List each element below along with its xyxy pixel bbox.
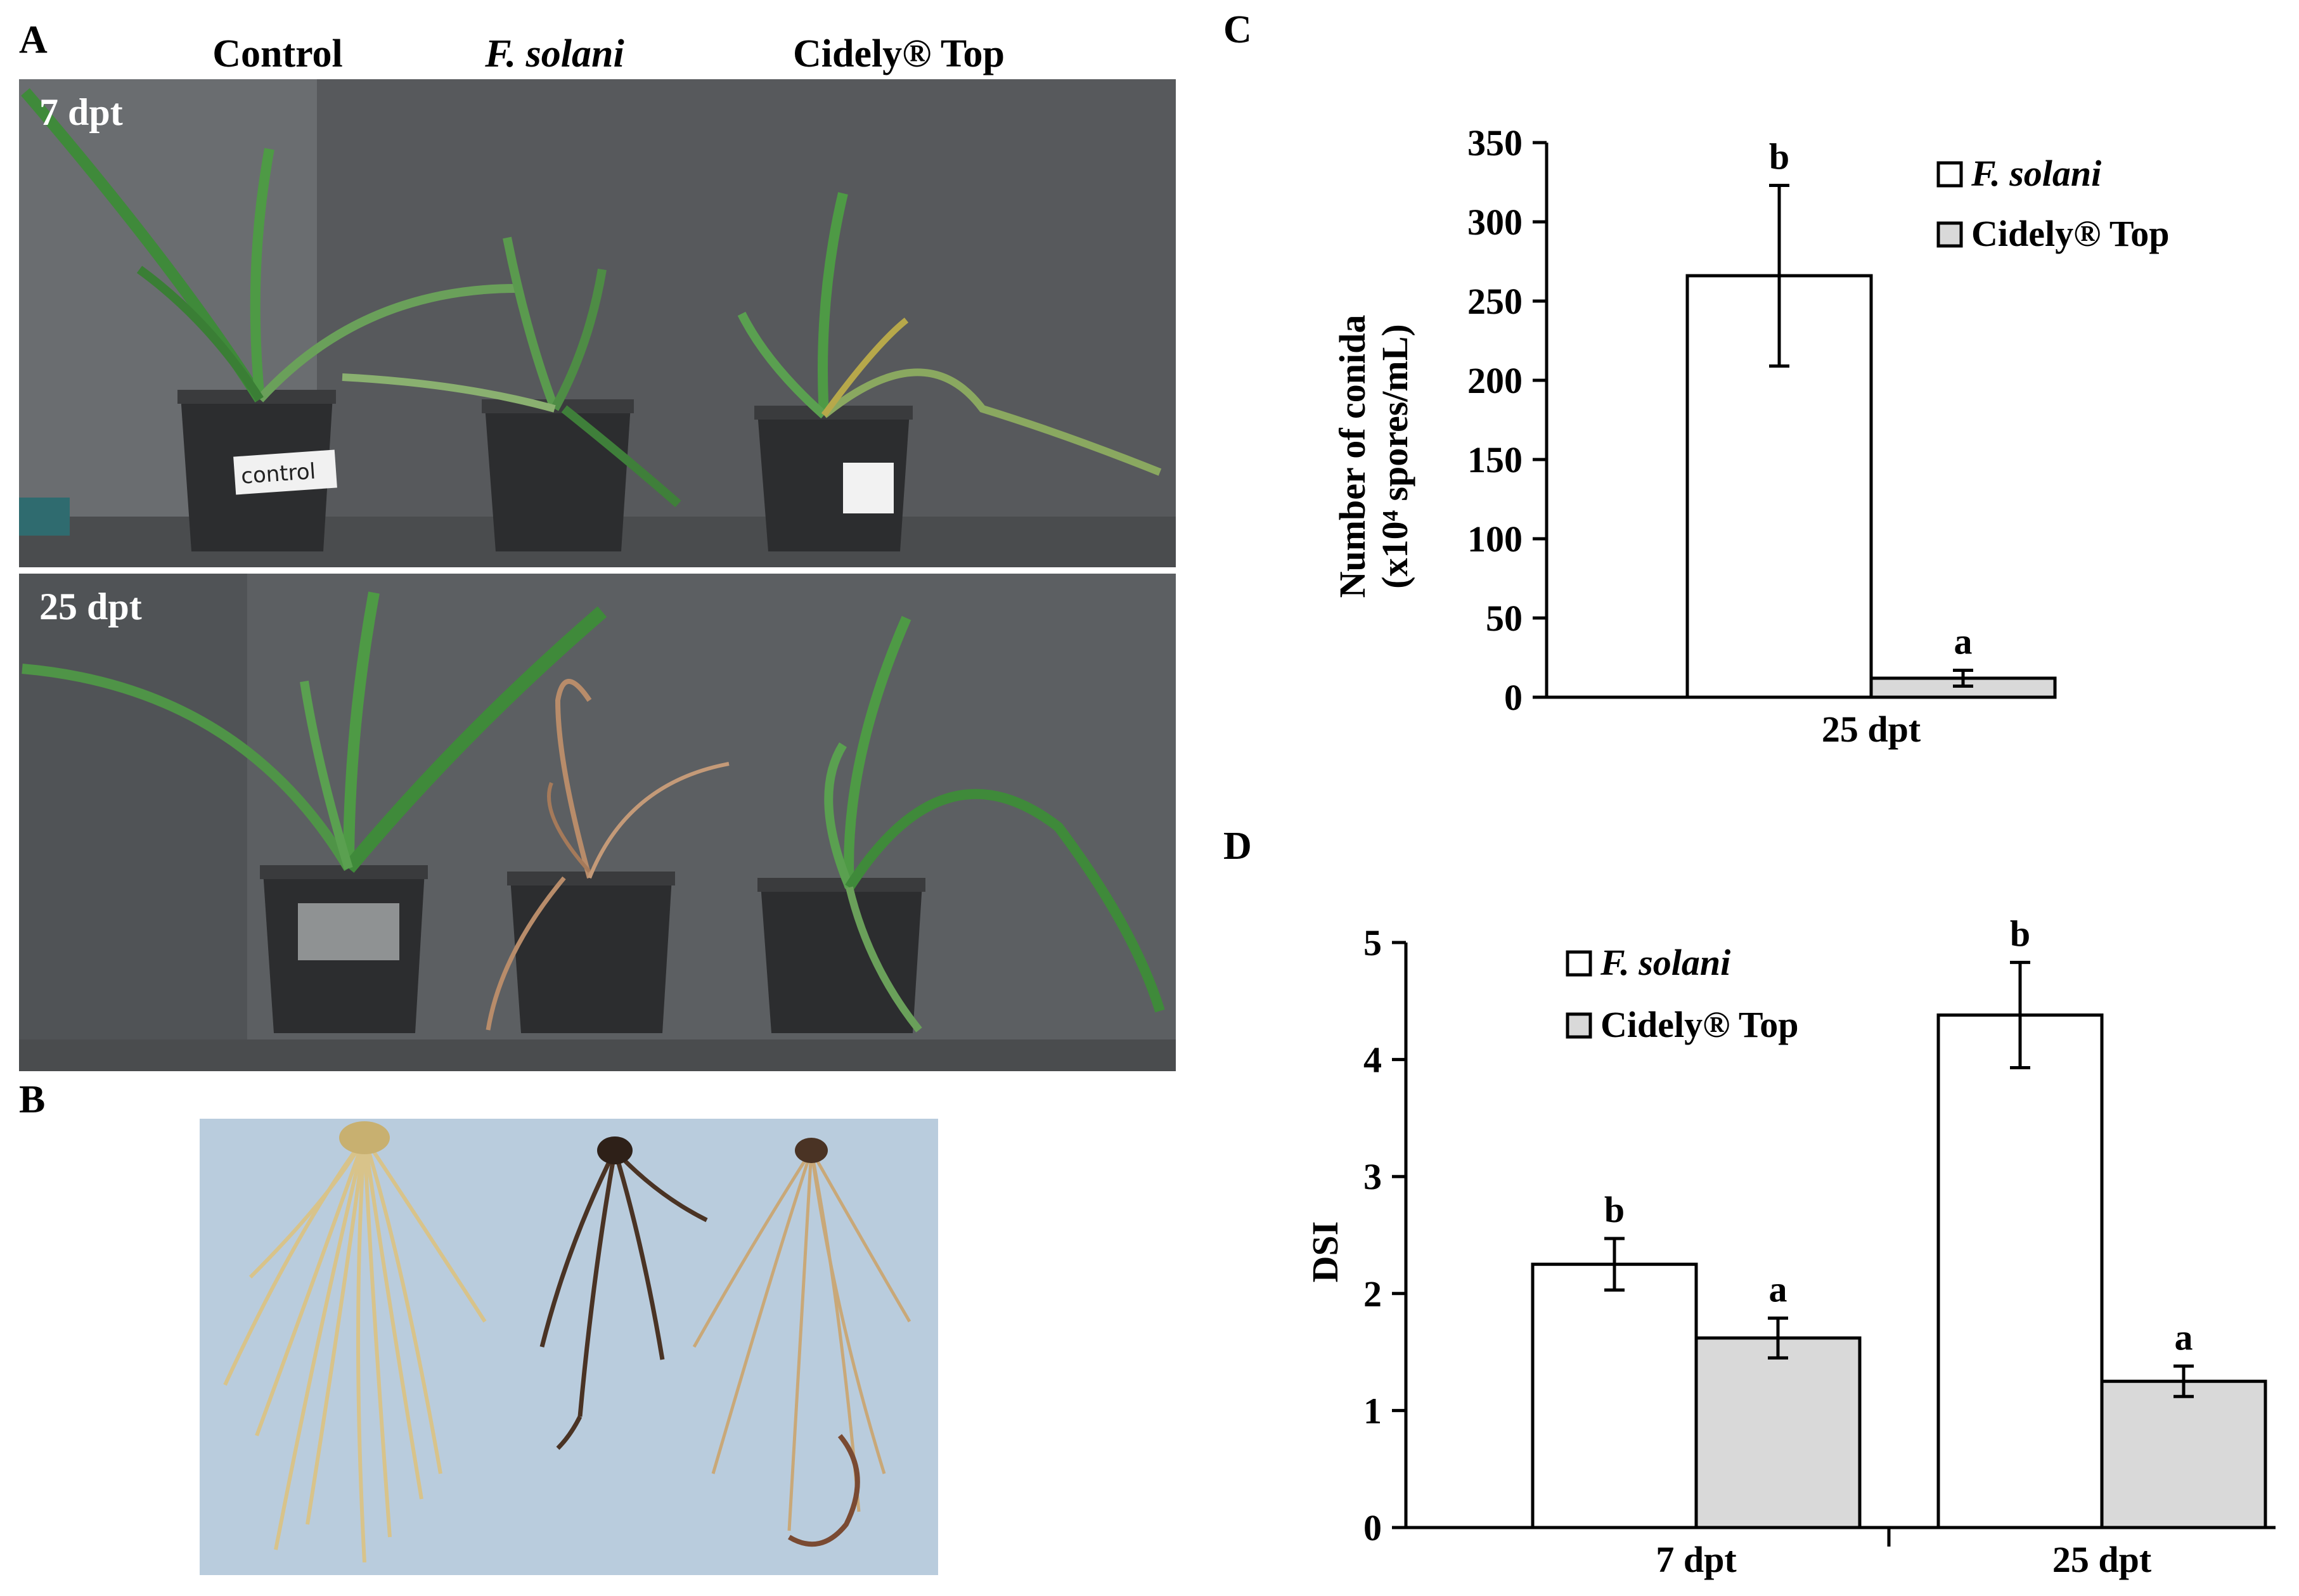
chart-c-significance-letter: a bbox=[1954, 621, 1973, 662]
chart-d-x-tick-label: 7 dpt bbox=[1656, 1539, 1737, 1580]
time-label-7dpt: 7 dpt bbox=[39, 91, 123, 133]
chart-c-ylabel-line1: Number of conida bbox=[1332, 315, 1373, 598]
chart-d-y-tick-label: 4 bbox=[1363, 1039, 1382, 1081]
chart-c-y-tick-label: 50 bbox=[1486, 598, 1523, 639]
chart-c-y-tick-label: 200 bbox=[1467, 360, 1523, 401]
chart-d-bar bbox=[1694, 1336, 1862, 1529]
chart-d-bar bbox=[1936, 1013, 2104, 1529]
column-label-fsolani: F. solani bbox=[485, 32, 624, 75]
time-label-25dpt: 25 dpt bbox=[39, 586, 142, 627]
chart-d-y-tick-label: 5 bbox=[1363, 922, 1382, 963]
chart-c-legend-label-cidely: Cidely® Top bbox=[1971, 213, 2170, 254]
chart-c-legend-swatch-fsolani bbox=[1936, 161, 1963, 188]
chart-d-bar bbox=[1531, 1263, 1698, 1529]
chart-c-y-tick-label: 150 bbox=[1467, 439, 1523, 480]
chart-d-significance-letter: a bbox=[2175, 1316, 2193, 1358]
panel-b-letter: B bbox=[19, 1078, 46, 1121]
chart-d-legend-swatch-cidely bbox=[1566, 1012, 1592, 1039]
chart-d-significance-letter: b bbox=[1604, 1189, 1625, 1230]
chart-d-y-tick-label: 3 bbox=[1363, 1156, 1382, 1197]
photo-roots-drawing bbox=[200, 1119, 938, 1575]
chart-c-y-tick-label: 100 bbox=[1467, 518, 1523, 560]
chart-d-bar bbox=[2100, 1379, 2267, 1529]
chart-d-legend-swatch-fsolani bbox=[1566, 950, 1592, 977]
column-label-cidely: Cidely® Top bbox=[792, 32, 1005, 75]
chart-d-significance-letter: a bbox=[1769, 1269, 1787, 1310]
photo-roots bbox=[200, 1119, 938, 1575]
photo-7dpt-drawing: control bbox=[19, 79, 1176, 567]
chart-c-ylabel-line2: (x10⁴ spores/mL) bbox=[1374, 324, 1415, 588]
chart-c-legend-label-fsolani: F. solani bbox=[1971, 153, 2101, 194]
chart-c-x-tick-label: 25 dpt bbox=[1822, 709, 1921, 750]
chart-d-y-tick-label: 0 bbox=[1363, 1507, 1382, 1548]
chart-d-legend-label-cidely: Cidely® Top bbox=[1600, 1004, 1799, 1045]
chart-d-ylabel: DSI bbox=[1304, 1221, 1346, 1283]
chart-c-significance-letter: b bbox=[1769, 136, 1789, 177]
chart-d-y-tick-label: 1 bbox=[1363, 1390, 1382, 1431]
chart-d-legend-label-fsolani: F. solani bbox=[1600, 942, 1730, 983]
chart-d-x-tick-label: 25 dpt bbox=[2052, 1539, 2152, 1580]
chart-c-y-tick-label: 300 bbox=[1467, 202, 1523, 243]
column-label-control: Control bbox=[212, 32, 343, 75]
chart-c: 0 50 100 150 200 250 300 350 b a 25 dpt Number of … bbox=[1332, 122, 2170, 750]
chart-c-legend-swatch-cidely bbox=[1936, 221, 1963, 248]
panel-a-letter: A bbox=[19, 18, 48, 61]
photo-25dpt-drawing bbox=[19, 574, 1176, 1071]
chart-d-significance-letter: b bbox=[2010, 913, 2030, 954]
photo-7dpt: control 7 dpt bbox=[19, 79, 1176, 567]
chart-c-y-tick-label: 350 bbox=[1467, 122, 1523, 164]
chart-c-plot: 0 50 100 150 200 250 300 350 b a 25 dpt bbox=[1467, 122, 2057, 750]
panel-d-letter: D bbox=[1223, 825, 1252, 868]
chart-c-y-tick-label: 0 bbox=[1504, 677, 1523, 718]
panel-c-letter: C bbox=[1223, 8, 1252, 51]
chart-d-plot: 0 1 2 3 4 5 b a 7 dpt b a 25 dpt bbox=[1363, 913, 2276, 1580]
chart-c-y-tick-label: 250 bbox=[1467, 281, 1523, 322]
pot-label: control bbox=[240, 459, 316, 489]
photo-25dpt: 25 dpt bbox=[19, 574, 1176, 1071]
chart-d-y-tick-label: 2 bbox=[1363, 1273, 1382, 1315]
